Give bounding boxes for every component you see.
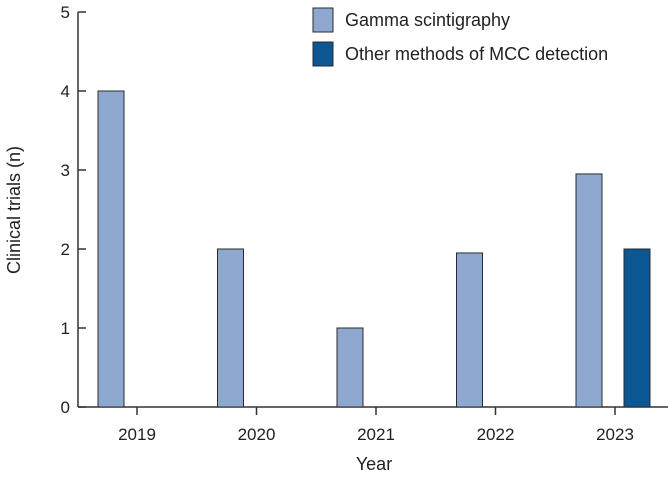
x-tick-label: 2020	[238, 425, 276, 444]
y-tick-label: 4	[61, 82, 70, 101]
legend-swatch	[312, 7, 334, 33]
y-tick-label: 1	[61, 319, 70, 338]
y-axis: 0 1 2 3 4 5	[61, 3, 86, 417]
y-tick-label: 3	[61, 161, 70, 180]
bar-gamma-scintigraphy-2019	[97, 90, 125, 408]
x-axis-label: Year	[356, 454, 392, 474]
y-tick-label: 2	[61, 240, 70, 259]
bar-gamma-scintigraphy-2022	[456, 252, 483, 408]
bar-gamma-scintigraphy-2023	[575, 173, 603, 408]
x-tick-label: 2019	[118, 425, 156, 444]
bar-other-methods-of-mcc-detection-2023	[623, 248, 651, 408]
x-tick-label: 2023	[596, 425, 634, 444]
y-tick-label: 5	[61, 3, 70, 22]
legend: Gamma scintigraphy Other methods of MCC d…	[312, 7, 608, 67]
y-tick-label: 0	[61, 398, 70, 417]
bar-gamma-scintigraphy-2020	[217, 248, 244, 408]
legend-label: Other methods of MCC detection	[345, 44, 608, 64]
bars	[97, 90, 651, 408]
y-axis-label: Clinical trials (n)	[4, 146, 24, 274]
bar-gamma-scintigraphy-2021	[336, 327, 364, 408]
legend-swatch	[312, 41, 334, 67]
x-axis: 2019 2020 2021 2022 2023	[78, 406, 668, 444]
x-tick-label: 2022	[477, 425, 515, 444]
legend-label: Gamma scintigraphy	[345, 10, 510, 30]
x-tick-label: 2021	[357, 425, 395, 444]
